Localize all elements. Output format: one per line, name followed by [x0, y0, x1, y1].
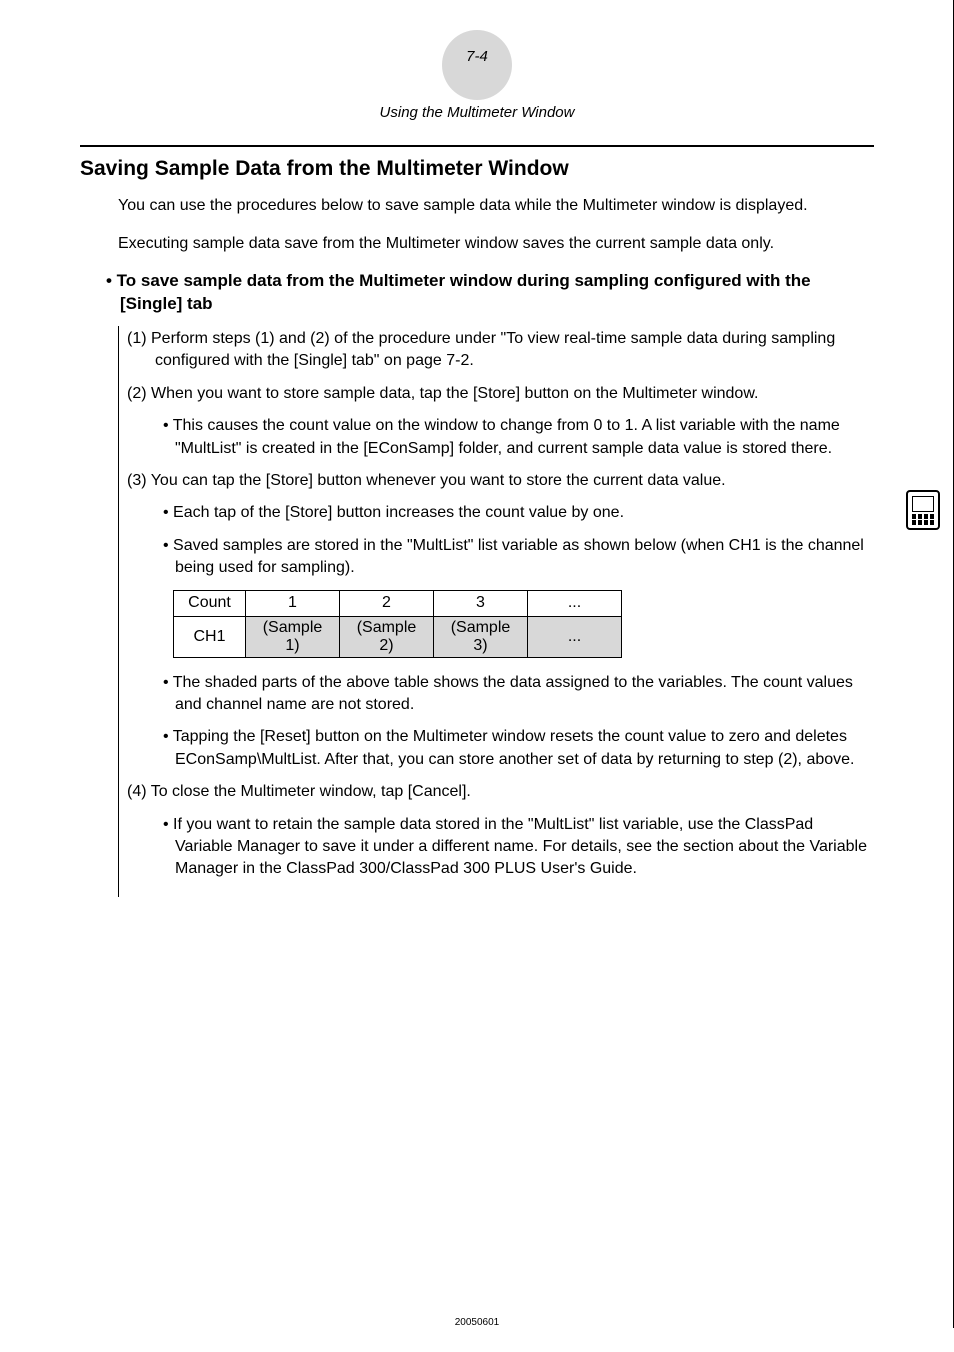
step-1: (1) Perform steps (1) and (2) of the pro…	[127, 328, 874, 373]
row2-c1: (Sample 1)	[246, 616, 340, 657]
row1-c2: 2	[340, 590, 434, 616]
intro-paragraph-2: Executing sample data save from the Mult…	[118, 233, 874, 255]
step-3: (3) You can tap the [Store] button whene…	[127, 470, 874, 492]
step-2-bullet-1: • This causes the count value on the win…	[163, 415, 874, 460]
footer-code: 20050601	[0, 1317, 954, 1328]
step-3-bullet-3: • The shaded parts of the above table sh…	[163, 672, 874, 717]
procedure-title: • To save sample data from the Multimete…	[106, 270, 874, 316]
section-rule	[80, 145, 874, 147]
header-badge: 7-4 Using the Multimeter Window	[80, 30, 874, 105]
page-number: 7-4	[466, 48, 488, 65]
row2-c2: (Sample 2)	[340, 616, 434, 657]
step-4: (4) To close the Multimeter window, tap …	[127, 781, 874, 803]
procedure-steps: (1) Perform steps (1) and (2) of the pro…	[118, 326, 874, 897]
step-3-bullet-2: • Saved samples are stored in the "MultL…	[163, 535, 874, 580]
row1-c4: ...	[528, 590, 622, 616]
page-content: 7-4 Using the Multimeter Window Saving S…	[0, 0, 954, 927]
page-number-circle: 7-4	[442, 30, 512, 100]
row1-label: Count	[174, 590, 246, 616]
step-2: (2) When you want to store sample data, …	[127, 383, 874, 405]
row2-c3: (Sample 3)	[434, 616, 528, 657]
sample-table: Count 1 2 3 ... CH1 (Sample 1) (Sample 2…	[173, 590, 622, 658]
row2-label: CH1	[174, 616, 246, 657]
header-subtitle: Using the Multimeter Window	[380, 104, 575, 121]
intro-paragraph-1: You can use the procedures below to save…	[118, 195, 874, 217]
table-row: CH1 (Sample 1) (Sample 2) (Sample 3) ...	[174, 616, 622, 657]
step-4-bullet-1: • If you want to retain the sample data …	[163, 814, 874, 881]
step-3-bullet-4: • Tapping the [Reset] button on the Mult…	[163, 726, 874, 771]
step-3-bullet-1: • Each tap of the [Store] button increas…	[163, 502, 874, 524]
section-title: Saving Sample Data from the Multimeter W…	[80, 157, 874, 181]
row2-c4: ...	[528, 616, 622, 657]
table-row: Count 1 2 3 ...	[174, 590, 622, 616]
row1-c1: 1	[246, 590, 340, 616]
row1-c3: 3	[434, 590, 528, 616]
